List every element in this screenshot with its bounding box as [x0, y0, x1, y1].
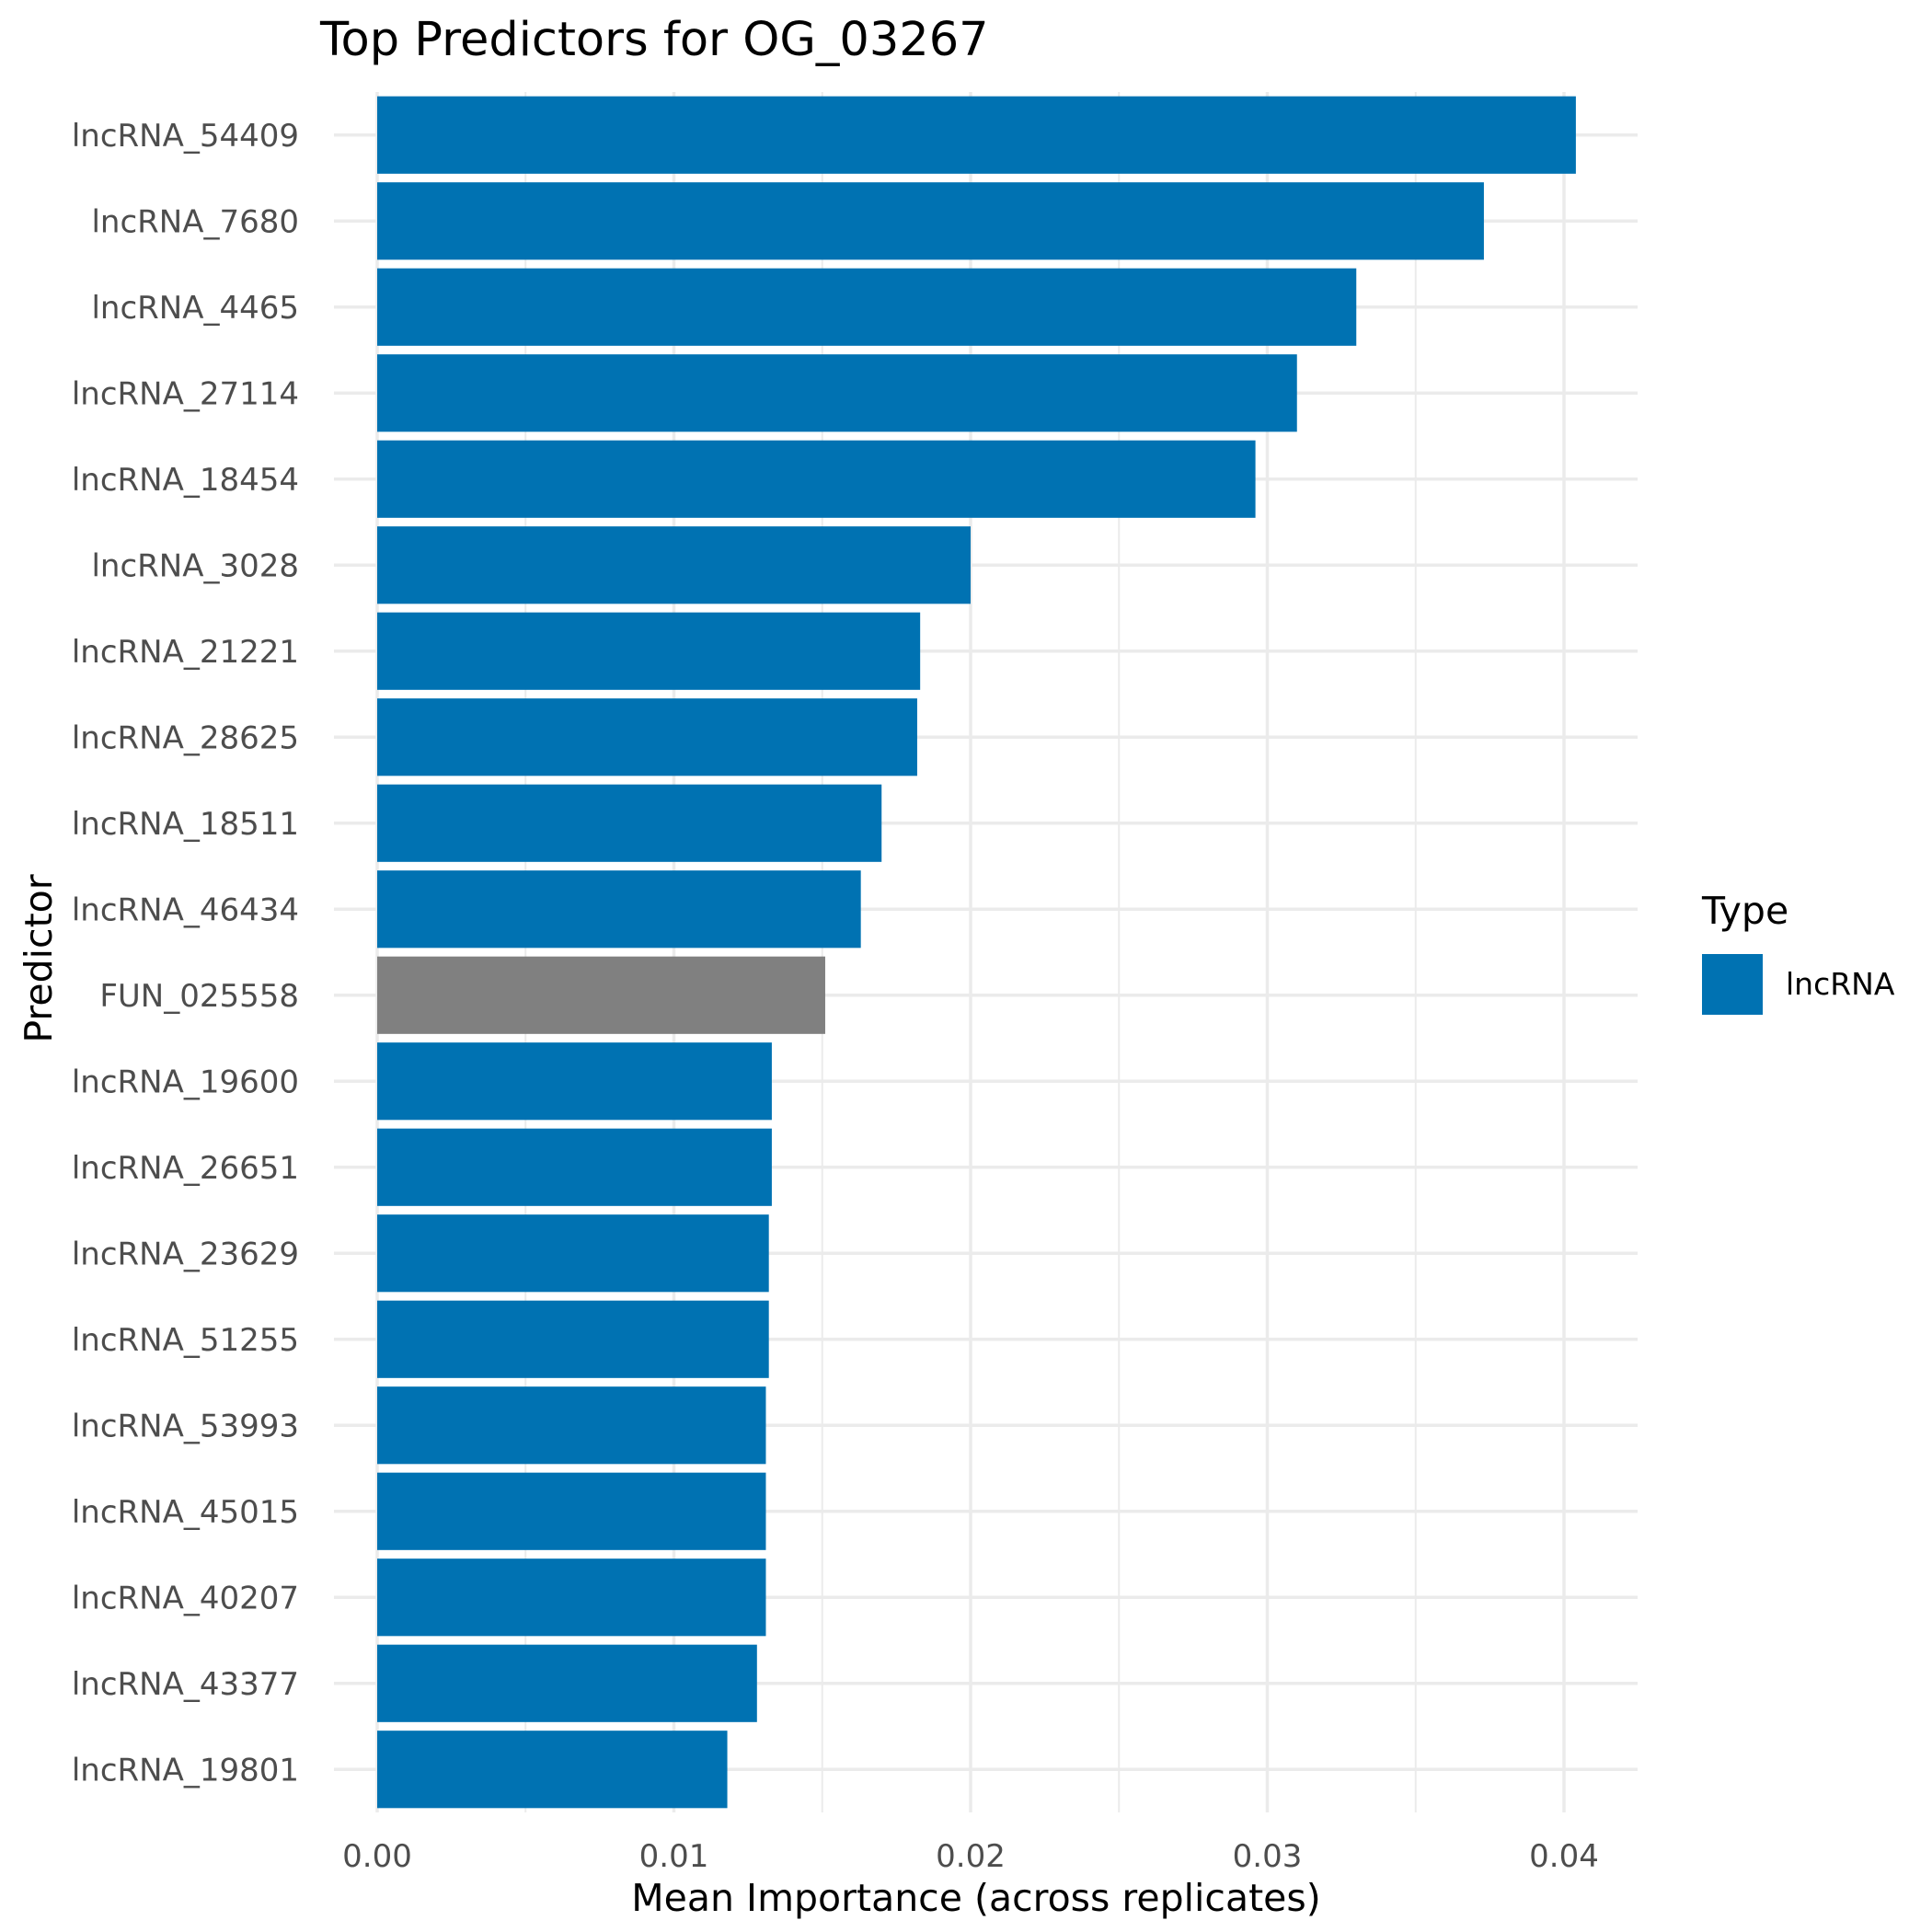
y-tick-label: lncRNA_18511 — [72, 806, 299, 843]
bar — [377, 1300, 769, 1378]
y-tick-label: FUN_025558 — [99, 978, 299, 1015]
bar — [377, 1386, 766, 1465]
bar — [377, 526, 971, 604]
bar — [377, 1644, 757, 1722]
bar — [377, 440, 1256, 518]
y-tick-label: lncRNA_43377 — [72, 1666, 299, 1703]
x-tick-label: 0.04 — [1529, 1838, 1599, 1875]
bar — [377, 354, 1297, 432]
legend-swatch-lncrna — [1702, 954, 1763, 1015]
y-tick-label: lncRNA_27114 — [72, 375, 299, 412]
bar — [377, 96, 1576, 174]
y-tick-label: lncRNA_4465 — [91, 290, 299, 327]
y-tick-label: lncRNA_3028 — [91, 547, 299, 584]
x-tick-label: 0.01 — [639, 1838, 709, 1875]
bar — [377, 268, 1357, 346]
x-tick-label: 0.00 — [342, 1838, 412, 1875]
y-tick-label: lncRNA_51255 — [72, 1322, 299, 1359]
x-tick-label: 0.02 — [936, 1838, 1006, 1875]
x-axis-tick-labels: 0.00 0.01 0.02 0.03 0.04 — [342, 1838, 1599, 1875]
chart-title: Top Predictors for OG_03267 — [319, 13, 989, 67]
bar — [377, 870, 861, 949]
y-tick-label: lncRNA_23629 — [72, 1236, 299, 1272]
bar — [377, 1214, 769, 1293]
y-tick-label: lncRNA_19801 — [72, 1752, 299, 1788]
y-tick-label: lncRNA_40207 — [72, 1580, 299, 1616]
y-axis-tick-labels: lncRNA_54409 lncRNA_7680 lncRNA_4465 lncRNA… — [72, 118, 299, 1789]
x-axis-title: Mean Importance (across replicates) — [631, 1876, 1321, 1920]
bar — [377, 784, 882, 862]
y-tick-label: lncRNA_53993 — [72, 1408, 299, 1444]
bars — [377, 96, 1576, 1809]
y-tick-label: lncRNA_21221 — [72, 634, 299, 671]
y-tick-label: lncRNA_19600 — [72, 1064, 299, 1100]
legend: Type lncRNA — [1701, 889, 1895, 1015]
bar — [377, 1472, 766, 1550]
y-tick-label: lncRNA_26651 — [72, 1150, 299, 1187]
bar — [377, 1731, 728, 1809]
y-tick-label: lncRNA_54409 — [72, 118, 299, 155]
bar — [377, 698, 917, 776]
legend-label-lncrna: lncRNA — [1786, 966, 1895, 1002]
bar — [377, 956, 825, 1034]
y-tick-label: lncRNA_46434 — [72, 891, 299, 928]
bar — [377, 1128, 772, 1206]
y-tick-label: lncRNA_7680 — [91, 203, 299, 240]
bar — [377, 612, 921, 690]
y-tick-label: lncRNA_45015 — [72, 1494, 299, 1531]
bar — [377, 1042, 772, 1121]
legend-title: Type — [1701, 889, 1788, 933]
y-tick-label: lncRNA_18454 — [72, 462, 299, 499]
bar — [377, 1558, 766, 1637]
x-tick-label: 0.03 — [1233, 1838, 1303, 1875]
y-axis-title: Predictor — [17, 874, 61, 1042]
y-tick-label: lncRNA_28625 — [72, 719, 299, 756]
bar — [377, 182, 1484, 260]
